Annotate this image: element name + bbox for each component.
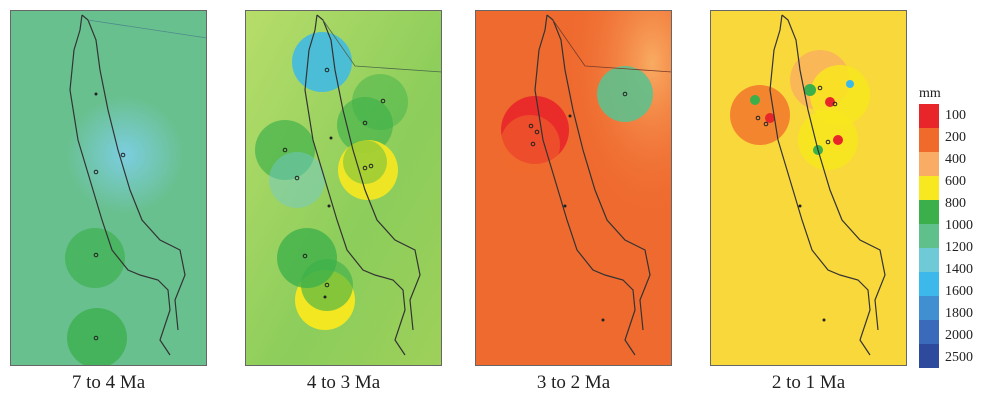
map-panel-2-to-1-ma — [710, 10, 907, 366]
site-marker — [798, 204, 802, 208]
legend-swatch — [919, 320, 939, 344]
legend-swatch — [919, 296, 939, 320]
map-panel-3-to-2-ma — [475, 10, 672, 366]
legend-label: 600 — [945, 174, 966, 189]
rainfall-anomaly — [500, 115, 560, 175]
legend-label: 2000 — [945, 328, 973, 343]
boundary-line — [322, 19, 442, 73]
coastline-outline — [534, 14, 651, 356]
site-marker — [302, 253, 308, 259]
map-4-to-3-ma — [245, 10, 442, 366]
site-marker — [93, 169, 99, 175]
site-marker — [120, 152, 126, 158]
map-7-to-4-ma — [10, 10, 207, 366]
site-marker — [327, 204, 331, 208]
panel-caption: 2 to 1 Ma — [771, 372, 846, 393]
legend-swatch — [919, 200, 939, 224]
legend-label: 1800 — [945, 306, 973, 321]
site-marker — [294, 175, 300, 181]
site-marker — [563, 204, 567, 208]
legend-swatch — [919, 104, 939, 128]
site-marker — [368, 163, 374, 169]
boundary-line — [87, 19, 207, 39]
map-frame — [475, 10, 672, 366]
rainfall-anomaly — [65, 228, 125, 288]
rainfall-anomaly — [343, 140, 387, 184]
legend-unit: mm — [919, 86, 941, 101]
map-frame — [245, 10, 442, 366]
panel-caption: 4 to 3 Ma — [306, 372, 381, 393]
coastline-outline — [304, 14, 421, 356]
legend-label: 800 — [945, 196, 966, 211]
color-legend — [919, 104, 939, 369]
legend-label: 1600 — [945, 284, 973, 299]
rainfall-anomaly — [765, 113, 775, 123]
site-marker — [530, 141, 536, 147]
rainfall-anomaly — [750, 95, 760, 105]
rainfall-anomaly — [292, 32, 352, 92]
map-2-to-1-ma — [710, 10, 907, 366]
legend-swatch — [919, 272, 939, 296]
legend-swatch — [919, 176, 939, 200]
rainfall-anomaly — [825, 97, 835, 107]
panel-caption: 7 to 4 Ma — [71, 372, 146, 393]
site-marker — [568, 114, 572, 118]
legend-swatch — [919, 248, 939, 272]
map-background-highlight — [475, 10, 672, 366]
rainfall-anomaly — [338, 140, 398, 200]
legend-swatch — [919, 152, 939, 176]
legend-swatch — [919, 344, 939, 368]
coastline-outline — [69, 14, 186, 356]
map-frame — [10, 10, 207, 366]
site-marker — [93, 335, 99, 341]
coastline-outline — [769, 14, 886, 356]
site-marker — [601, 318, 605, 322]
map-frame — [710, 10, 907, 366]
site-marker — [822, 318, 826, 322]
site-marker — [329, 136, 333, 140]
site-marker — [825, 139, 831, 145]
rainfall-anomaly — [597, 66, 653, 122]
rainfall-anomaly — [810, 65, 870, 125]
boundary-line — [552, 19, 672, 73]
legend-label: 400 — [945, 152, 966, 167]
site-marker — [94, 92, 98, 96]
legend-swatch — [919, 128, 939, 152]
rainfall-anomaly — [804, 84, 816, 96]
site-marker — [622, 91, 628, 97]
legend-swatch — [919, 224, 939, 248]
legend-label: 2500 — [945, 350, 973, 365]
rainfall-anomaly — [833, 135, 843, 145]
site-marker — [93, 252, 99, 258]
map-3-to-2-ma — [475, 10, 672, 366]
rainfall-anomaly — [730, 85, 790, 145]
map-panel-4-to-3-ma — [245, 10, 442, 366]
site-marker — [282, 147, 288, 153]
site-marker — [323, 295, 327, 299]
legend-label: 100 — [945, 108, 966, 123]
rainfall-anomaly — [255, 120, 315, 180]
legend-label: 1400 — [945, 262, 973, 277]
site-marker — [755, 115, 761, 121]
site-marker — [362, 120, 368, 126]
site-marker — [817, 85, 823, 91]
rainfall-anomaly — [301, 259, 353, 311]
site-marker — [528, 123, 534, 129]
site-marker — [534, 129, 540, 135]
site-marker — [362, 165, 368, 171]
site-marker — [324, 282, 330, 288]
legend-label: 200 — [945, 130, 966, 145]
panel-caption: 3 to 2 Ma — [536, 372, 611, 393]
rainfall-anomaly — [846, 80, 854, 88]
site-marker — [324, 67, 330, 73]
site-marker — [832, 101, 838, 107]
legend-label: 1000 — [945, 218, 973, 233]
site-marker — [380, 98, 386, 104]
site-marker — [763, 121, 769, 127]
legend-label: 1200 — [945, 240, 973, 255]
map-panel-7-to-4-ma — [10, 10, 207, 366]
